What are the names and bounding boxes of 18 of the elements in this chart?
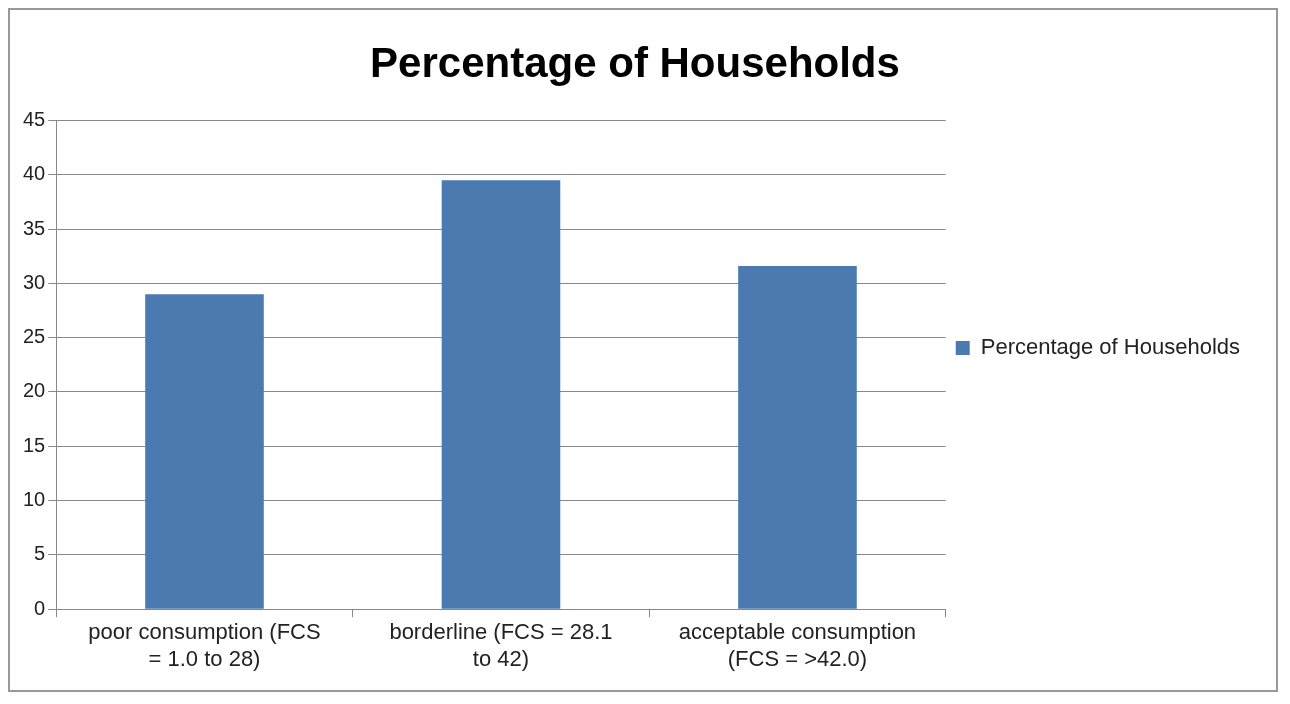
y-tick-label: 0 (34, 596, 46, 619)
y-tick-label: 15 (23, 433, 46, 456)
y-tick-label: 20 (23, 379, 46, 402)
y-tick-label: 40 (23, 162, 46, 185)
x-tick-label: acceptable consumption (FCS = >42.0) (678, 619, 917, 671)
bar (145, 294, 264, 609)
x-tick-label: poor consumption (FCS = 1.0 to 28) (88, 619, 321, 671)
y-tick-label: 30 (23, 270, 46, 293)
y-tick-label: 10 (23, 488, 46, 511)
y-tick-label: 25 (23, 325, 46, 348)
x-tick-label: borderline (FCS = 28.1 to 42) (389, 619, 613, 671)
bar (441, 180, 561, 609)
y-tick-label: 45 (23, 107, 46, 130)
y-tick-label: 35 (23, 216, 46, 239)
legend-label: Percentage of Households (980, 334, 1241, 360)
bar (738, 265, 857, 609)
chart-title: Percentage of Households (370, 38, 900, 86)
y-tick-label: 5 (34, 542, 46, 565)
